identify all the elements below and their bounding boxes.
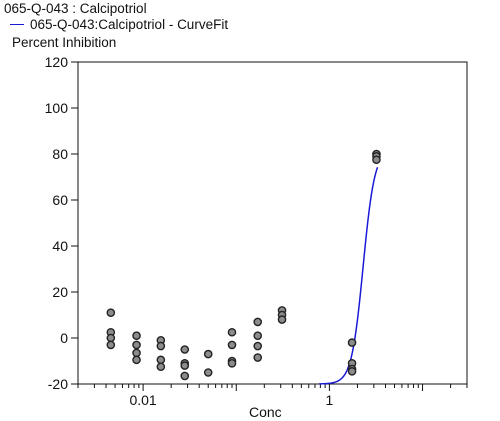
x-axis: 0.01 1 — [77, 384, 468, 408]
y-tick-label: -20 — [48, 376, 68, 392]
data-point — [253, 317, 263, 327]
data-point — [180, 345, 190, 354]
data-point — [253, 331, 263, 341]
y-tick-label: 40 — [52, 238, 68, 254]
data-point — [203, 368, 213, 377]
legend-title: 065-Q-043 : Calcipotriol — [4, 1, 147, 17]
data-point — [227, 327, 237, 337]
y-tick-label: 100 — [45, 100, 69, 116]
data-point — [253, 341, 263, 351]
data-point — [227, 340, 237, 350]
legend-curvefit-label: 065-Q-043:Calcipotriol - CurveFit — [30, 17, 229, 32]
y-axis-label: Percent Inhibition — [12, 35, 117, 50]
data-point — [106, 340, 116, 350]
legend-title-text: 065-Q-043 : Calcipotriol — [4, 1, 147, 16]
data-point — [106, 333, 116, 343]
data-point — [180, 371, 190, 381]
data-point — [227, 358, 237, 368]
data-point — [132, 355, 141, 365]
y-tick-label: 80 — [52, 146, 68, 162]
y-tick-label: 20 — [52, 284, 68, 300]
data-point — [106, 308, 116, 318]
data-point — [253, 353, 263, 362]
data-point — [277, 315, 287, 324]
y-tick-label: 0 — [60, 330, 68, 346]
x-tick-label: 0.01 — [129, 392, 156, 408]
data-point — [347, 367, 357, 376]
data-point — [156, 355, 166, 365]
legend-curvefit-entry: 065-Q-043:Calcipotriol - CurveFit — [4, 17, 228, 33]
x-tick-label: 1 — [326, 392, 334, 408]
legend-line-swatch — [10, 23, 24, 25]
data-point — [156, 341, 166, 351]
data-point — [132, 331, 141, 341]
y-tick-label: 60 — [52, 192, 68, 208]
data-point — [180, 361, 190, 370]
x-axis-label: Conc — [249, 404, 282, 420]
data-point — [372, 155, 381, 165]
plot-frame — [77, 61, 468, 385]
data-point — [347, 338, 357, 347]
data-point — [132, 348, 141, 358]
data-point — [132, 340, 141, 350]
y-axis: -20 0 20 40 60 80 100 120 — [45, 54, 78, 392]
data-point — [203, 349, 213, 359]
data-point — [156, 362, 166, 372]
y-tick-label: 120 — [45, 54, 69, 70]
points-layer — [106, 149, 381, 381]
